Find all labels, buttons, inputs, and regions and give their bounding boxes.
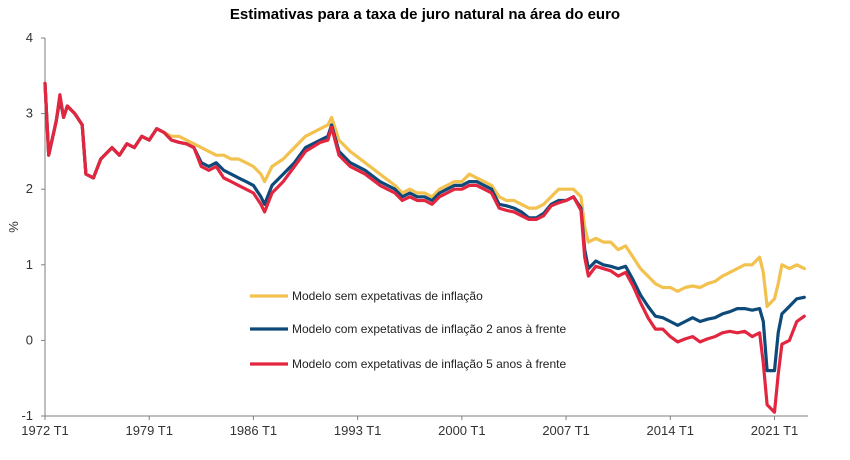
legend: Modelo sem expetativas de inflação Modelo… — [250, 289, 566, 371]
y-tick-label: 3 — [26, 106, 33, 121]
y-axis-label: % — [6, 221, 21, 233]
y-tick-label: 1 — [26, 257, 33, 272]
x-ticks: 1972 T1 1979 T1 1986 T1 1993 T1 2000 T1 2007 … — [21, 416, 798, 438]
x-tick-label: 1979 T1 — [125, 423, 172, 438]
x-tick-label: 1986 T1 — [230, 423, 277, 438]
chart-title: Estimativas para a taxa de juro natural … — [229, 6, 621, 23]
x-tick-label: 2014 T1 — [647, 423, 694, 438]
legend-label: Modelo com expetativas de inflação 5 ano… — [292, 357, 566, 371]
x-tick-label: 2007 T1 — [542, 423, 589, 438]
y-ticks: -1 0 1 2 3 4 — [21, 30, 45, 423]
x-tick-label: 2000 T1 — [438, 423, 485, 438]
y-tick-label: 0 — [26, 332, 33, 347]
series-line-expectations-5y — [43, 81, 806, 414]
series-line-no-expectations — [43, 81, 806, 308]
series-group — [43, 81, 806, 414]
y-tick-label: -1 — [21, 408, 33, 423]
x-tick-label: 2021 T1 — [751, 423, 798, 438]
y-tick-label: 2 — [26, 181, 33, 196]
legend-label: Modelo sem expetativas de inflação — [292, 289, 483, 303]
x-tick-label: 1993 T1 — [334, 423, 381, 438]
legend-label: Modelo com expetativas de inflação 2 ano… — [292, 322, 566, 336]
y-tick-label: 4 — [26, 30, 33, 45]
x-tick-label: 1972 T1 — [21, 423, 68, 438]
